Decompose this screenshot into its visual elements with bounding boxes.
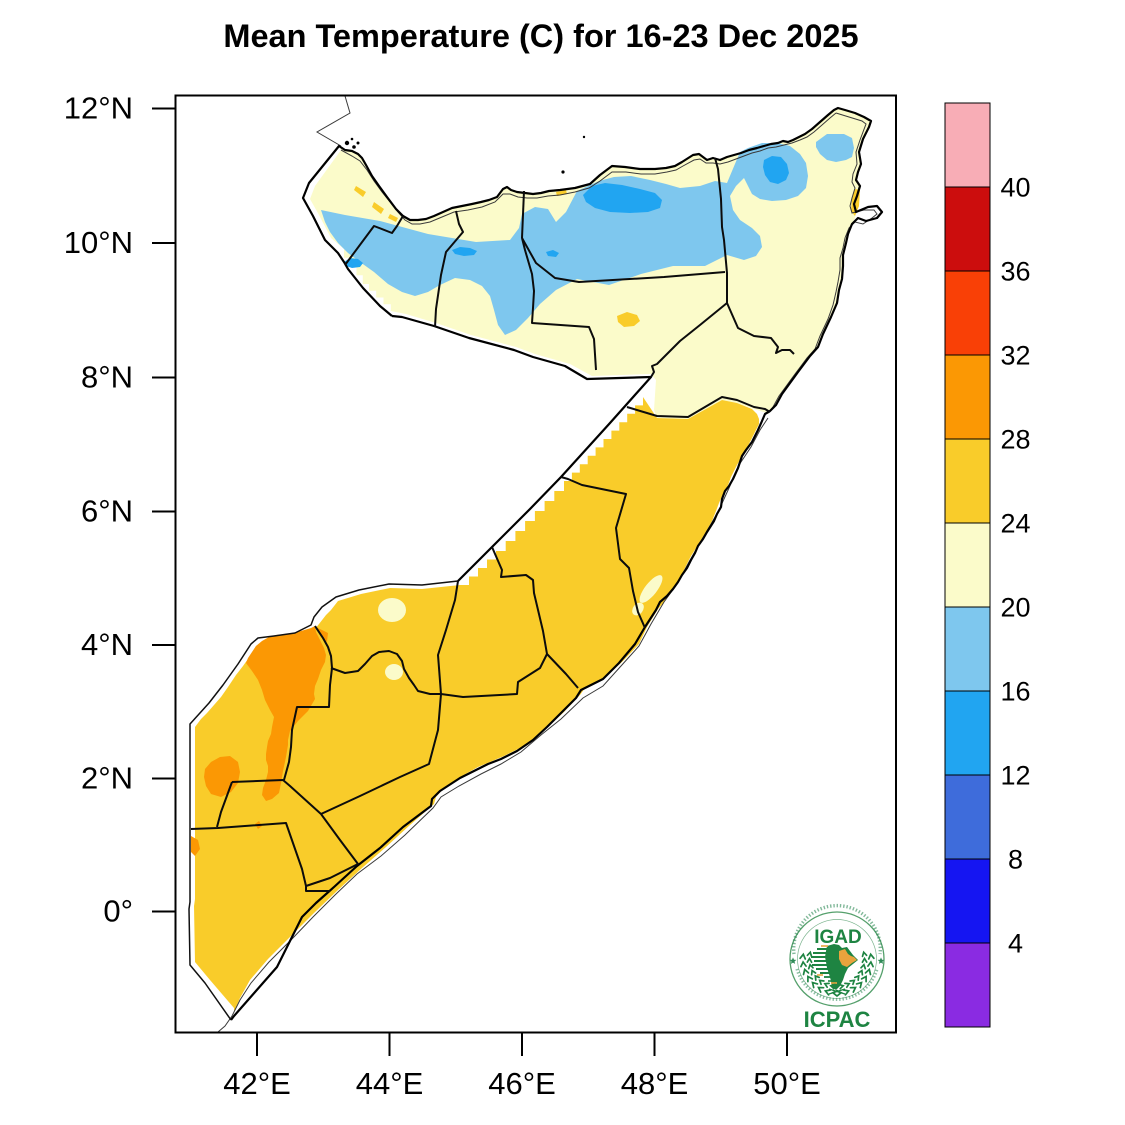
svg-text:32: 32	[1000, 341, 1030, 371]
svg-text:8: 8	[1008, 845, 1023, 875]
svg-text:28: 28	[1000, 425, 1030, 455]
svg-text:IGAD: IGAD	[814, 927, 862, 948]
svg-text:50°E: 50°E	[753, 1066, 821, 1101]
svg-text:10°N: 10°N	[64, 225, 133, 260]
svg-text:24: 24	[1000, 509, 1030, 539]
svg-text:2°N: 2°N	[81, 761, 133, 796]
svg-text:4°N: 4°N	[81, 627, 133, 662]
svg-text:40: 40	[1000, 173, 1030, 203]
svg-text:4: 4	[1008, 929, 1023, 959]
svg-text:ICPAC: ICPAC	[804, 1007, 871, 1032]
svg-text:42°E: 42°E	[223, 1066, 291, 1101]
svg-text:12°N: 12°N	[64, 91, 133, 126]
svg-text:6°N: 6°N	[81, 494, 133, 529]
svg-text:20: 20	[1000, 593, 1030, 623]
svg-text:44°E: 44°E	[356, 1066, 424, 1101]
svg-text:48°E: 48°E	[621, 1066, 689, 1101]
svg-text:Mean Temperature (C) for 16-23: Mean Temperature (C) for 16-23 Dec 2025	[223, 18, 858, 54]
svg-text:16: 16	[1000, 677, 1030, 707]
svg-text:36: 36	[1000, 257, 1030, 287]
svg-text:0°: 0°	[103, 894, 133, 929]
svg-text:46°E: 46°E	[488, 1066, 556, 1101]
svg-text:8°N: 8°N	[81, 360, 133, 395]
svg-text:12: 12	[1000, 761, 1030, 791]
